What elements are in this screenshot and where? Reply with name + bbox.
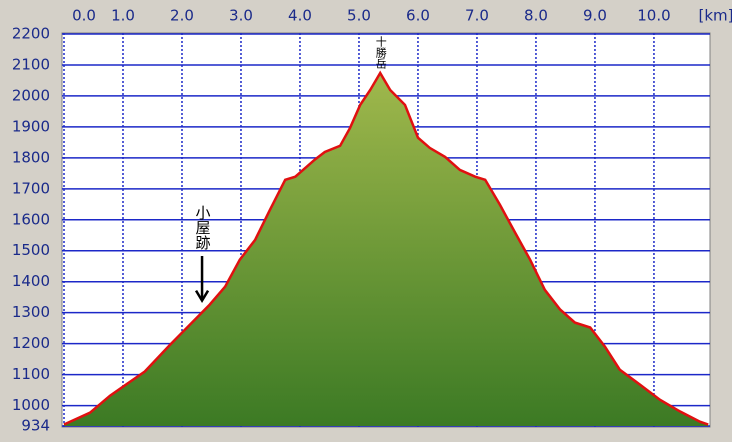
annotation-arrowhead xyxy=(194,289,210,304)
y-tick-label: 934 xyxy=(21,417,50,435)
y-tick-label: 1400 xyxy=(12,272,50,290)
x-tick-label: 6.0 xyxy=(406,7,430,25)
y-tick-label: 1700 xyxy=(12,179,50,197)
y-tick-label: 1300 xyxy=(12,303,50,321)
x-tick-label: 9.0 xyxy=(583,7,607,25)
y-tick-label: 1900 xyxy=(12,117,50,135)
y-tick-label: 1000 xyxy=(12,396,50,414)
x-tick-label: 8.0 xyxy=(524,7,548,25)
y-tick-label: 2200 xyxy=(12,25,50,43)
annotation: 小屋跡 xyxy=(194,205,212,251)
y-tick-label: 2000 xyxy=(12,86,50,104)
x-tick-label: 10.0 xyxy=(637,7,670,25)
x-unit: [km] xyxy=(698,7,732,25)
y-tick-label: 1200 xyxy=(12,334,50,352)
y-tick-label: 2100 xyxy=(12,55,50,73)
x-tick-label: 4.0 xyxy=(288,7,312,25)
y-tick-label: 1500 xyxy=(12,241,50,259)
x-tick-label: 1.0 xyxy=(111,7,135,25)
profile-line xyxy=(63,70,709,426)
x-tick-label: 5.0 xyxy=(347,7,371,25)
x-tick-label: 2.0 xyxy=(170,7,194,25)
annotation: 十勝岳 xyxy=(374,35,387,69)
x-tick-label: 0.0 xyxy=(72,7,96,25)
y-tick-label: 1600 xyxy=(12,210,50,228)
x-tick-label: 3.0 xyxy=(229,7,253,25)
y-tick-label: 1100 xyxy=(12,365,50,383)
area-fill xyxy=(64,73,709,426)
x-tick-label: 7.0 xyxy=(465,7,489,25)
y-tick-label: 1800 xyxy=(12,148,50,166)
